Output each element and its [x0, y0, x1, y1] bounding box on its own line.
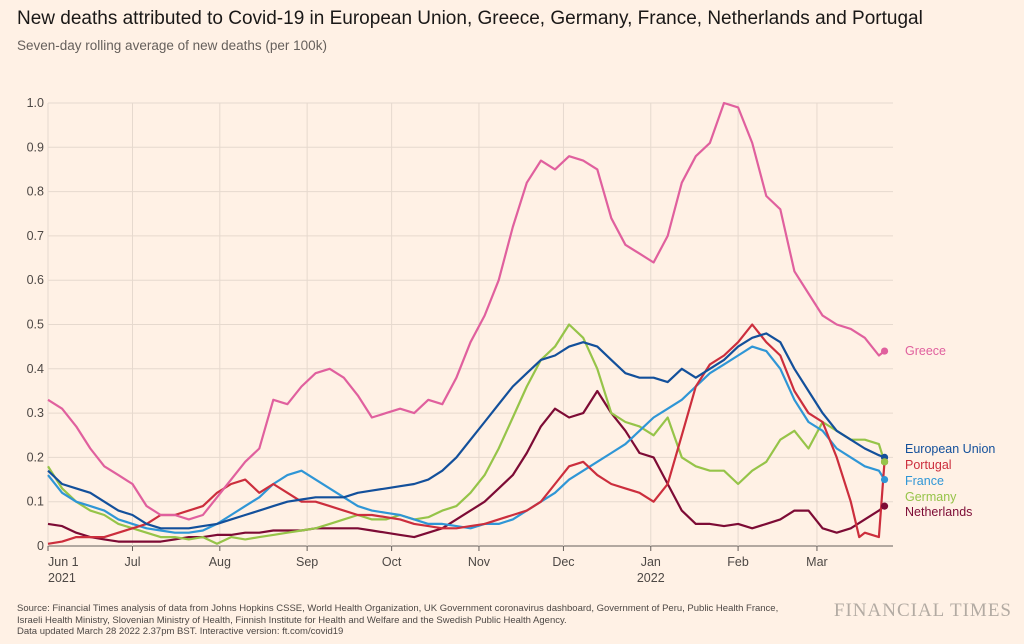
y-tick-label: 0.4 — [27, 362, 44, 376]
series-label-netherlands: Netherlands — [905, 505, 972, 519]
x-tick-label: Mar — [806, 555, 828, 569]
source-line-3: Data updated March 28 2022 2.37pm BST. I… — [17, 626, 344, 637]
x-tick-label: Dec — [552, 555, 574, 569]
end-marker-germany — [880, 458, 889, 466]
x-tick-year: 2021 — [48, 571, 76, 585]
y-tick-label: 0.1 — [27, 495, 44, 509]
x-tick-label: Sep — [296, 555, 318, 569]
source-line-1: Source: Financial Times analysis of data… — [17, 603, 779, 614]
x-tick-label: Jan — [641, 555, 661, 569]
y-tick-label: 0.7 — [27, 229, 44, 243]
ft-logo-text: FINANCIAL TIMES — [833, 600, 1012, 621]
y-axis: 0 0.1 0.2 0.3 0.4 0.5 0.6 0.7 0.8 0.9 1.0 — [27, 96, 44, 553]
y-tick-label: 1.0 — [27, 96, 44, 110]
series-label-france: France — [905, 474, 944, 488]
y-tick-label: 0.3 — [27, 406, 44, 420]
series-label-portugal: Portugal — [905, 458, 952, 472]
chart-subtitle: Seven-day rolling average of new deaths … — [17, 38, 327, 53]
x-tick-label: Jun 1 — [48, 555, 79, 569]
y-tick-label: 0.9 — [27, 140, 44, 154]
x-tick-label: Jul — [125, 555, 141, 569]
x-tick-label: Aug — [209, 555, 231, 569]
series-lines — [47, 101, 886, 545]
y-tick-label: 0.8 — [27, 185, 44, 199]
end-marker-greece — [880, 347, 889, 355]
source-line-2: Israeli Health Ministry, Slovenian Minis… — [17, 614, 567, 626]
x-tick-year: 2022 — [637, 571, 665, 585]
series-label-germany: Germany — [905, 490, 957, 504]
y-tick-label: 0.2 — [27, 450, 44, 464]
line-chart: 0 0.1 0.2 0.3 0.4 0.5 0.6 0.7 0.8 0.9 1.0 Jun 1 202… — [27, 96, 996, 585]
end-marker-netherlands — [880, 502, 889, 510]
chart-title: New deaths attributed to Covid-19 in Eur… — [17, 8, 923, 29]
gridlines — [47, 102, 893, 547]
x-tick-label: Feb — [727, 555, 749, 569]
series-end-labels: Greece European Union Portugal France German… — [880, 344, 995, 519]
y-tick-label: 0.6 — [27, 273, 44, 287]
series-label-greece: Greece — [905, 344, 946, 358]
series-label-european-union: European Union — [905, 442, 995, 456]
series-line-germany — [47, 323, 886, 545]
y-tick-label: 0.5 — [27, 318, 44, 332]
end-marker-france — [880, 475, 889, 484]
series-line-netherlands — [47, 389, 886, 543]
x-tick-label: Oct — [382, 555, 402, 569]
series-line-portugal — [47, 323, 886, 545]
x-tick-label: Nov — [468, 555, 491, 569]
series-line-european-union — [47, 332, 885, 530]
series-line-greece — [47, 101, 886, 521]
x-axis: Jun 1 2021 Jul Aug Sep Oct Nov Dec Jan 2022 Feb Mar — [47, 546, 828, 585]
source-note: Source: Financial Times analysis of data… — [17, 603, 837, 638]
y-tick-label: 0 — [37, 539, 44, 553]
series-line-france — [47, 345, 886, 534]
